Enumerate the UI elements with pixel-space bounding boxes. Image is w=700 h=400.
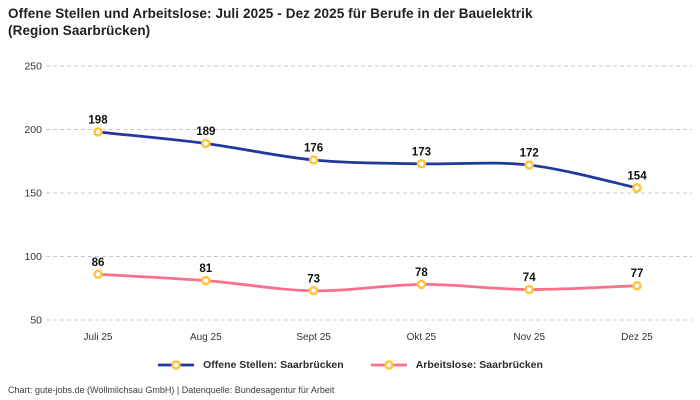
data-point-marker[interactable] [201, 138, 211, 149]
data-point-marker[interactable] [308, 286, 319, 296]
data-point-marker[interactable] [632, 280, 642, 291]
legend-swatch-line-icon [158, 360, 195, 370]
data-point-marker[interactable] [524, 160, 534, 170]
x-axis-tick-label: Sept 25 [296, 332, 331, 343]
x-axis-tick-label: Juli 25 [84, 332, 113, 343]
series-line [96, 272, 639, 293]
y-axis-tick-label: 50 [30, 315, 42, 327]
data-point-marker[interactable] [416, 279, 427, 290]
legend-item-offene-stellen[interactable]: Offene Stellen: Saarbrücken [157, 359, 344, 371]
x-axis-tick-label: Nov 25 [513, 332, 545, 343]
y-axis-tick-label: 250 [24, 61, 42, 73]
data-point-label: 154 [627, 170, 647, 182]
x-axis-tick-label: Okt 25 [407, 332, 437, 343]
data-point-marker[interactable] [524, 284, 534, 295]
series-line [96, 130, 639, 190]
data-point-label: 74 [523, 272, 536, 284]
chart-title-line1: Offene Stellen und Arbeitslose: Juli 202… [8, 6, 533, 21]
x-axis-tick-label: Dez 25 [621, 332, 653, 343]
legend-swatch-line-icon [370, 360, 407, 370]
data-point-label: 189 [196, 126, 215, 138]
data-point-label: 78 [415, 267, 428, 279]
data-point-marker[interactable] [93, 127, 103, 137]
data-point-marker[interactable] [632, 183, 642, 193]
data-point-marker[interactable] [93, 269, 103, 280]
data-point-label: 73 [307, 273, 320, 285]
data-point-label: 172 [520, 148, 539, 160]
data-point-label: 198 [88, 115, 108, 127]
data-point-marker[interactable] [416, 159, 427, 169]
data-point-label: 77 [631, 268, 644, 280]
legend-label: Arbeitslose: Saarbrücken [415, 359, 543, 371]
legend-label: Offene Stellen: Saarbrücken [203, 359, 344, 371]
data-point-marker[interactable] [308, 155, 319, 165]
chart-title: Offene Stellen und Arbeitslose: Juli 202… [8, 5, 533, 39]
line-chart: 50 100 150 200 250 Juli 25 Aug 25 Sept 25 Okt 25… [24, 61, 692, 343]
data-point-label: 173 [412, 146, 431, 158]
y-axis-tick-label: 200 [24, 124, 42, 136]
legend-item-arbeitslose[interactable]: Arbeitslose: Saarbrücken [370, 359, 543, 371]
data-point-label: 86 [92, 257, 105, 269]
x-axis-tick-label: Aug 25 [190, 332, 222, 343]
footer-credit: Chart: gute-jobs.de (Wollmilchsau GmbH) … [8, 385, 335, 395]
y-axis-tick-label: 100 [24, 251, 42, 263]
y-axis-tick-label: 150 [24, 188, 42, 200]
chart-legend: Offene Stellen: Saarbrücken Arbeitslose:… [0, 359, 700, 371]
data-point-marker[interactable] [201, 275, 211, 286]
chart-title-line2: (Region Saarbrücken) [8, 23, 151, 38]
data-point-label: 176 [304, 142, 323, 154]
data-point-label: 81 [199, 263, 212, 275]
